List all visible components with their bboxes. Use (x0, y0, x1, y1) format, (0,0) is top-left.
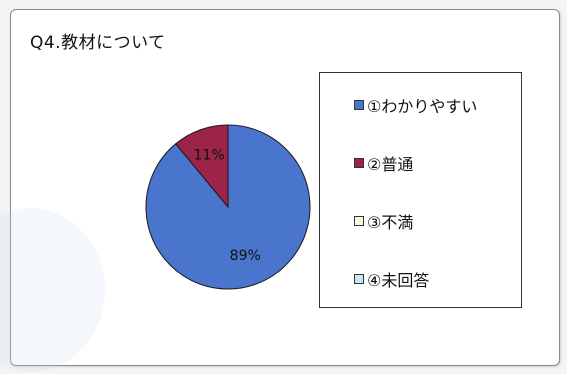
legend-swatch-4 (354, 274, 364, 284)
chart-legend: ①わかりやすい ②普通 ③不満 ④未回答 (319, 72, 522, 308)
legend-item-4: ④未回答 (354, 267, 429, 291)
legend-label-3: ③不満 (367, 213, 414, 232)
legend-swatch-1 (354, 100, 364, 110)
legend-swatch-3 (354, 216, 364, 226)
pie-slices (145, 124, 311, 290)
pie-data-label-2: 11% (194, 148, 225, 164)
pie-data-label-1: 89% (230, 248, 261, 264)
chart-title: Q4.教材について (30, 33, 166, 53)
legend-label-1: ①わかりやすい (367, 97, 478, 116)
background-circle-decoration (0, 208, 105, 372)
pie-data-labels: 89% 11% (194, 148, 261, 264)
legend-item-2: ②普通 (354, 151, 413, 175)
legend-swatch-2 (354, 158, 364, 168)
legend-label-2: ②普通 (367, 155, 414, 174)
legend-label-4: ④未回答 (367, 271, 430, 290)
pie-slice-2 (175, 124, 229, 209)
legend-item-1: ①わかりやすい (354, 93, 477, 117)
legend-item-3: ③不満 (354, 209, 413, 233)
